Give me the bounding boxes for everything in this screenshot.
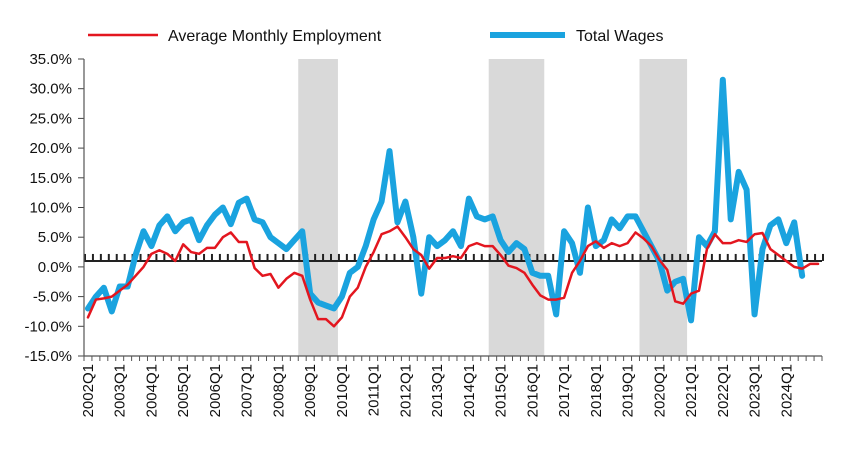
y-tick-label: -10.0% (24, 318, 72, 335)
x-tick-label: 2024Q1 (778, 364, 795, 417)
y-tick-label: 20.0% (29, 140, 72, 157)
x-tick-label: 2021Q1 (683, 364, 700, 417)
y-axis-ticks (78, 58, 84, 357)
x-tick-label: 2023Q1 (747, 364, 764, 417)
y-tick-label: 0.0% (38, 259, 72, 276)
y-tick-label: 35.0% (29, 51, 72, 68)
y-tick-label: 10.0% (29, 200, 72, 217)
y-tick-label: 5.0% (38, 229, 72, 246)
y-tick-label: 15.0% (29, 170, 72, 187)
y-tick-label: 30.0% (29, 81, 72, 98)
x-tick-label: 2015Q1 (493, 364, 510, 417)
x-axis-ticks (83, 356, 823, 361)
series-line-total-wages (84, 76, 806, 324)
x-tick-label: 2002Q1 (80, 364, 97, 417)
x-tick-label: 2018Q1 (588, 364, 605, 417)
x-tick-label: 2022Q1 (715, 364, 732, 417)
axes (83, 59, 822, 357)
x-tick-label: 2007Q1 (239, 364, 256, 417)
shaded-period-2 (488, 59, 545, 356)
series-lines (84, 76, 820, 328)
y-tick-label: -5.0% (33, 289, 72, 306)
shaded-periods (298, 59, 688, 356)
x-tick-label: 2006Q1 (207, 364, 224, 417)
y-tick-label: -15.0% (24, 348, 72, 365)
x-tick-label: 2016Q1 (524, 364, 541, 417)
x-tick-label: 2005Q1 (175, 364, 192, 417)
x-tick-label: 2014Q1 (461, 364, 478, 417)
x-tick-label: 2010Q1 (334, 364, 351, 417)
shaded-period-3 (639, 59, 688, 356)
x-tick-label: 2003Q1 (112, 364, 129, 417)
x-tick-label: 2020Q1 (651, 364, 668, 417)
legend: Average Monthly Employment Total Wages (88, 28, 663, 45)
legend-label-total-wages: Total Wages (576, 28, 663, 45)
x-tick-label: 2017Q1 (556, 364, 573, 417)
x-tick-label: 2012Q1 (397, 364, 414, 417)
x-tick-label: 2011Q1 (366, 364, 383, 416)
x-axis-labels: 2002Q1 2003Q1 2004Q1 2005Q1 2006Q1 2007Q1 2008… (80, 364, 795, 417)
x-tick-label: 2004Q1 (143, 364, 160, 417)
y-tick-label: 25.0% (29, 110, 72, 127)
x-tick-label: 2013Q1 (429, 364, 446, 417)
y-axis-labels: -15.0% -10.0% -5.0% 0.0% 5.0% 10.0% 15.0% 20.0%… (24, 51, 72, 365)
x-tick-label: 2008Q1 (270, 364, 287, 417)
series-line-average-monthly-employment (86, 225, 820, 328)
shaded-period-1 (298, 59, 338, 356)
x-tick-label: 2019Q1 (620, 364, 637, 417)
x-tick-label: 2009Q1 (302, 364, 319, 417)
legend-label-average-monthly-employment: Average Monthly Employment (168, 28, 382, 45)
